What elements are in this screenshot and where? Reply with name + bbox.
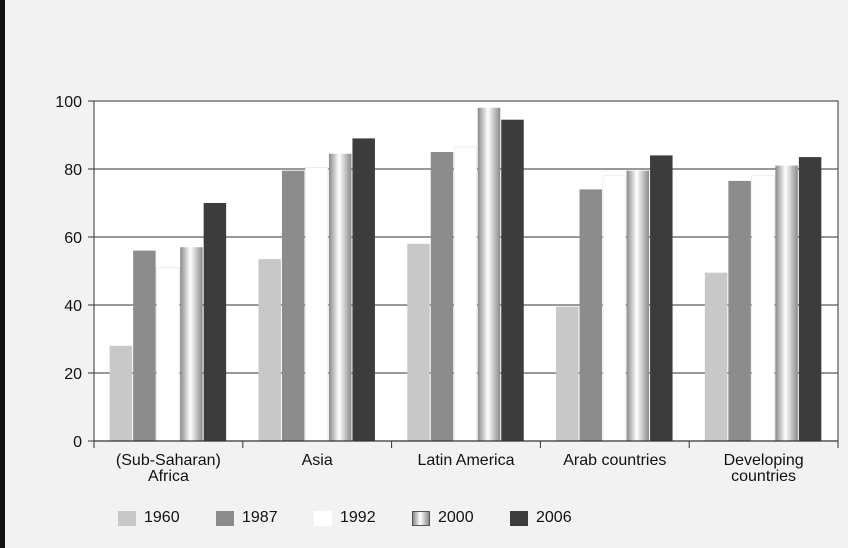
bar-2006-4 <box>798 157 822 441</box>
bar-2000-4 <box>775 165 798 441</box>
axes: 0 20 40 60 80 100 (Sub-Saharan)Africa Asia Latin… <box>55 94 839 485</box>
legend-item-1987: 1987 <box>216 509 314 527</box>
legend-label-1960: 1960 <box>144 509 180 526</box>
bar-2000-0 <box>180 247 203 441</box>
bar-2006-2 <box>501 119 524 441</box>
y-tick-label-80: 80 <box>64 162 82 179</box>
legend-swatch-1992 <box>314 510 332 526</box>
bar-1987-2 <box>430 152 454 441</box>
legend-label-2000: 2000 <box>438 509 474 526</box>
x-category-label-4-line-0: Developing <box>724 452 804 469</box>
bar-2000-3 <box>626 170 650 441</box>
bar-1960-1 <box>258 259 281 441</box>
legend-label-1987: 1987 <box>242 509 278 526</box>
bar-1960-3 <box>556 306 579 441</box>
legend-swatch-1987 <box>216 510 234 526</box>
legend-item-2006: 2006 <box>510 509 608 527</box>
y-tick-label-100: 100 <box>55 94 82 111</box>
bar-1960-4 <box>704 272 728 441</box>
x-category-label-1-line-0: Asia <box>302 452 333 469</box>
bar-1960-0 <box>109 345 133 441</box>
x-category-label-0-line-1: Africa <box>148 468 189 485</box>
bar-2000-1 <box>328 153 352 441</box>
x-category-label-0-line-0: (Sub-Saharan) <box>116 452 221 469</box>
bar-2006-0 <box>203 203 227 441</box>
bar-1987-0 <box>133 250 156 441</box>
left-border-rule <box>0 0 5 548</box>
bars <box>109 107 822 442</box>
legend-item-1992: 1992 <box>314 509 412 527</box>
bar-1992-2 <box>454 146 477 442</box>
bar-2000-2 <box>477 107 501 442</box>
legend: 1960 1987 1992 2000 2006 <box>118 506 608 530</box>
bar-2006-3 <box>650 155 673 441</box>
bar-1987-3 <box>579 189 603 441</box>
y-tick-label-40: 40 <box>64 298 82 315</box>
bar-2006-1 <box>352 138 375 441</box>
bar-1992-4 <box>751 175 775 442</box>
bar-1987-1 <box>281 170 305 441</box>
bar-1992-0 <box>156 267 180 442</box>
bar-1992-1 <box>305 167 329 442</box>
y-tick-label-60: 60 <box>64 230 82 247</box>
legend-item-1960: 1960 <box>118 509 216 527</box>
legend-item-2000: 2000 <box>412 509 510 527</box>
legend-label-1992: 1992 <box>340 509 376 526</box>
x-category-label-2-line-0: Latin America <box>418 452 515 469</box>
bar-1992-3 <box>602 175 626 442</box>
legend-swatch-1960 <box>118 510 136 526</box>
y-tick-label-0: 0 <box>73 434 82 451</box>
legend-swatch-2006 <box>510 510 528 526</box>
x-category-label-4-line-1: countries <box>731 468 796 485</box>
bar-1960-2 <box>407 243 430 441</box>
legend-label-2006: 2006 <box>536 509 572 526</box>
legend-swatch-2000 <box>412 510 430 526</box>
x-category-label-3-line-0: Arab countries <box>563 452 666 469</box>
bar-1987-4 <box>728 180 751 441</box>
y-tick-label-20: 20 <box>64 366 82 383</box>
